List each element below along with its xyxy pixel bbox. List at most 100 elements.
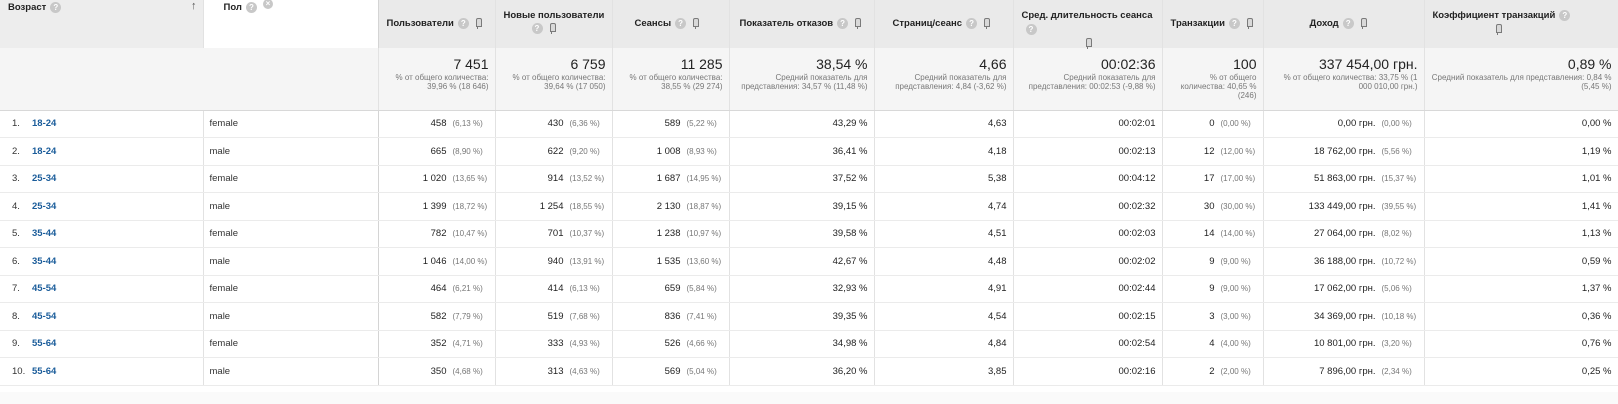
cell-revenue: 51 863,00 грн. (15,37 %)	[1263, 165, 1425, 193]
row-dimension-age: 4. 25-34	[0, 192, 204, 221]
column-header-sessions[interactable]: Сеансы?	[612, 0, 730, 48]
cell-percent: (18,87 %)	[686, 201, 722, 211]
cell-percent: (3,20 %)	[1381, 339, 1412, 349]
cell-percent: (4,63 %)	[569, 366, 600, 376]
age-link[interactable]: 25-34	[32, 200, 57, 212]
cell-revenue: 133 449,00 грн. (39,55 %)	[1263, 192, 1425, 221]
cell-sessions: 526 (4,66 %)	[612, 330, 730, 358]
cell-new-users: 940 (13,91 %)	[495, 247, 613, 276]
cell-users: 582 (7,79 %)	[378, 302, 496, 331]
dimension-header-age[interactable]: Возраст? ↑	[0, 0, 204, 48]
cell-value: 782	[430, 228, 447, 240]
cell-sessions: 659 (5,84 %)	[612, 275, 730, 303]
cell-conversion-rate: 0,25 %	[1424, 357, 1618, 386]
age-link[interactable]: 18-24	[32, 145, 57, 157]
column-header-new-users[interactable]: Новые пользователи?	[495, 0, 613, 48]
totals-row: 7 451% от общего количества: 39,96 % (18…	[0, 48, 1618, 111]
help-icon[interactable]: ?	[1559, 9, 1571, 21]
cell-value: 34 369,00 грн.	[1313, 310, 1376, 322]
pin-icon[interactable]	[692, 18, 700, 29]
total-value: 11 285	[680, 56, 723, 72]
cell-value: 659	[664, 283, 681, 295]
help-icon[interactable]: ?	[675, 18, 687, 29]
help-icon[interactable]: ?	[837, 18, 849, 29]
age-link[interactable]: 55-64	[32, 365, 57, 377]
column-header-avg-session-duration[interactable]: Сред. длительность сеанса?	[1013, 0, 1163, 49]
pin-icon[interactable]	[983, 18, 991, 29]
age-link[interactable]: 45-54	[32, 283, 57, 295]
column-header-revenue[interactable]: Доход?	[1263, 0, 1425, 48]
row-dimension-age: 10. 55-64	[0, 357, 204, 386]
cell-users: 1 046 (14,00 %)	[378, 247, 496, 276]
pin-icon[interactable]	[1085, 37, 1092, 49]
pin-icon[interactable]	[854, 18, 862, 29]
help-icon[interactable]: ?	[1025, 23, 1037, 35]
cell-conversion-rate: 1,41 %	[1424, 192, 1618, 221]
pin-icon[interactable]	[1495, 23, 1502, 35]
age-link[interactable]: 45-54	[32, 310, 57, 322]
column-header-label: Доход	[1309, 18, 1339, 30]
cell-users: 352 (4,71 %)	[378, 330, 496, 358]
pin-icon[interactable]	[475, 18, 482, 29]
pin-icon[interactable]	[549, 22, 556, 34]
age-link[interactable]: 25-34	[32, 173, 57, 185]
cell-percent: (13,52 %)	[569, 174, 605, 184]
cell-transactions: 30 (30,00 %)	[1162, 192, 1264, 221]
sort-ascending-icon[interactable]: ↑	[191, 0, 197, 12]
age-link[interactable]: 35-44	[32, 228, 57, 240]
column-header-conversion-rate[interactable]: Коэффициент транзакций?	[1424, 0, 1618, 48]
cell-conversion-rate: 0,59 %	[1424, 247, 1618, 276]
cell-pages-per-session: 4,84	[874, 330, 1014, 358]
cell-percent: (9,00 %)	[1220, 284, 1251, 294]
cell-percent: (3,00 %)	[1220, 311, 1251, 321]
cell-value: 569	[664, 365, 681, 377]
cell-pages-per-session: 4,18	[874, 137, 1014, 166]
cell-conversion-rate: 1,37 %	[1424, 275, 1618, 303]
age-link[interactable]: 35-44	[32, 255, 57, 267]
row-index: 8.	[12, 310, 20, 322]
age-link[interactable]: 18-24	[32, 118, 57, 130]
row-dimension-age: 1. 18-24	[0, 110, 204, 138]
cell-new-users: 622 (9,20 %)	[495, 137, 613, 166]
cell-bounce-rate: 39,58 %	[729, 220, 875, 248]
help-icon[interactable]: ?	[457, 18, 469, 29]
cell-value: 14	[1203, 228, 1215, 240]
row-dimension-gender: female	[203, 330, 379, 358]
help-icon[interactable]: ?	[245, 2, 257, 13]
cell-value: 36 188,00 грн.	[1313, 255, 1376, 267]
dimension-header-gender[interactable]: Пол? ×	[203, 0, 379, 48]
help-icon[interactable]: ?	[966, 18, 978, 29]
cell-conversion-rate: 1,19 %	[1424, 137, 1618, 166]
remove-dimension-icon[interactable]: ×	[262, 0, 273, 9]
cell-new-users: 414 (6,13 %)	[495, 275, 613, 303]
age-link[interactable]: 55-64	[32, 338, 57, 350]
pin-icon[interactable]	[1360, 18, 1367, 29]
cell-value: 622	[547, 145, 564, 157]
column-header-users[interactable]: Пользователи?	[378, 0, 496, 48]
row-dimension-gender: male	[203, 247, 379, 276]
cell-users: 1 399 (18,72 %)	[378, 192, 496, 221]
cell-sessions: 2 130 (18,87 %)	[612, 192, 730, 221]
cell-new-users: 1 254 (18,55 %)	[495, 192, 613, 221]
pin-icon[interactable]	[1246, 18, 1253, 29]
gender-header-label: Пол	[223, 2, 242, 14]
cell-transactions: 14 (14,00 %)	[1162, 220, 1264, 248]
help-icon[interactable]: ?	[1342, 18, 1354, 29]
total-subtext: % от общего количества: 38,55 % (29 274)	[629, 73, 723, 91]
help-icon[interactable]: ?	[531, 22, 543, 34]
cell-value: 4	[1209, 338, 1215, 350]
help-icon[interactable]: ?	[1228, 18, 1240, 29]
column-header-transactions[interactable]: Транзакции?	[1162, 0, 1264, 48]
help-icon[interactable]: ?	[50, 2, 62, 13]
column-header-pages-per-session[interactable]: Страниц/сеанс?	[874, 0, 1014, 48]
total-value: 38,54 %	[816, 56, 868, 72]
table-row: 4. 25-34 male 1 399 (18,72 %) 1 254 (18,55 …	[0, 192, 1618, 221]
row-dimension-age: 8. 45-54	[0, 302, 204, 331]
cell-value: 836	[664, 310, 681, 322]
cell-percent: (5,56 %)	[1381, 146, 1412, 156]
cell-percent: (13,60 %)	[686, 256, 722, 266]
column-header-bounce-rate[interactable]: Показатель отказов?	[729, 0, 875, 48]
total-value: 00:02:36	[1101, 56, 1156, 72]
cell-percent: (10,97 %)	[686, 229, 722, 239]
cell-avg-session-duration: 00:02:03	[1013, 220, 1163, 248]
